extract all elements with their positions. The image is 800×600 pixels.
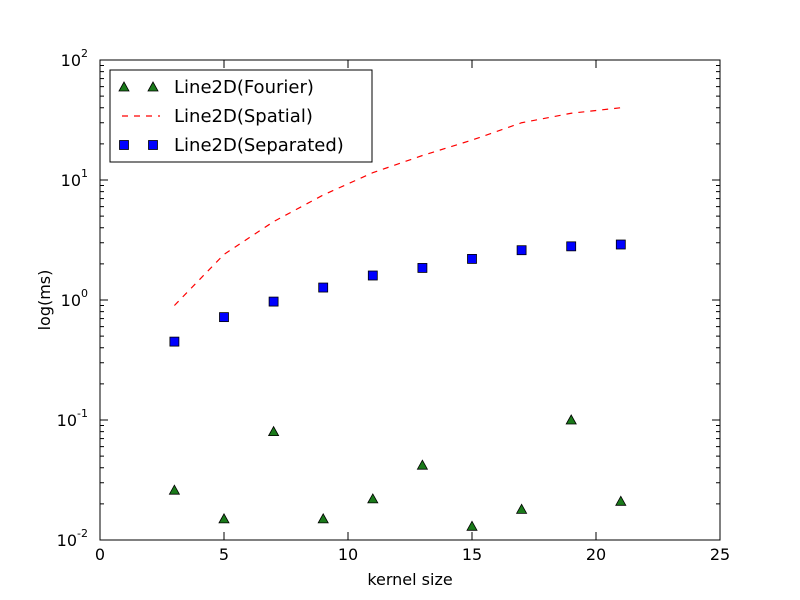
x-axis-title: kernel size — [367, 570, 452, 589]
legend-item: Line2D(Spatial) — [122, 106, 313, 127]
separated-data-point — [169, 336, 180, 347]
separated-data-point — [467, 254, 477, 264]
separated-data-point — [417, 263, 428, 273]
y-tick-label: 100 — [61, 287, 88, 310]
fourier-data-point — [466, 520, 478, 531]
y-axis-title: log(ms) — [35, 270, 54, 331]
x-tick-label: 0 — [95, 545, 105, 564]
y-axis: 10-2 10-1 100 101 102 — [57, 47, 720, 550]
separated-data-point — [367, 270, 378, 281]
separated-data-point — [615, 239, 626, 250]
series-square-markers — [169, 239, 626, 347]
legend-triangle-swatch — [118, 81, 130, 92]
separated-data-point — [219, 312, 229, 323]
legend-triangle-swatch — [147, 81, 159, 92]
y-tick-label: 102 — [61, 47, 88, 70]
separated-data-point — [268, 296, 279, 307]
legend-item: Line2D(Separated) — [119, 135, 344, 156]
fourier-data-point — [416, 459, 429, 470]
fourier-data-point — [615, 495, 627, 506]
separated-data-point — [566, 241, 577, 252]
x-tick-label: 10 — [338, 545, 358, 564]
series-dashed-line — [173, 107, 621, 306]
separated-data-point — [318, 282, 329, 293]
legend-square-swatch — [148, 140, 158, 150]
fourier-data-point — [317, 513, 329, 524]
legend-label: Line2D(Spatial) — [174, 106, 313, 127]
legend-item: Line2D(Fourier) — [118, 77, 314, 98]
fourier-data-point — [168, 484, 181, 495]
x-tick-label: 15 — [462, 545, 482, 564]
legend: Line2D(Fourier) Line2D(Spatial) Line2D(Sep… — [109, 69, 373, 163]
separated-data-point — [516, 245, 527, 256]
x-tick-label: 5 — [219, 545, 229, 564]
y-tick-label: 10-1 — [57, 407, 88, 430]
fourier-data-point — [267, 425, 280, 437]
x-tick-label: 25 — [710, 545, 730, 564]
series-triangle-markers — [168, 414, 627, 531]
y-tick-label: 101 — [61, 167, 88, 190]
x-axis: 0 5 10 15 20 25 — [95, 60, 730, 564]
legend-square-swatch — [119, 140, 129, 150]
x-tick-label: 20 — [586, 545, 606, 564]
legend-label: Line2D(Separated) — [174, 135, 344, 156]
fourier-data-point — [515, 503, 528, 514]
fourier-data-point — [218, 513, 230, 524]
y-tick-label: 10-2 — [57, 527, 88, 550]
legend-label: Line2D(Fourier) — [174, 77, 314, 98]
spatial-series-line — [173, 107, 621, 306]
plot-marks — [168, 107, 627, 531]
fourier-data-point — [367, 493, 379, 504]
fourier-data-point — [565, 414, 577, 425]
